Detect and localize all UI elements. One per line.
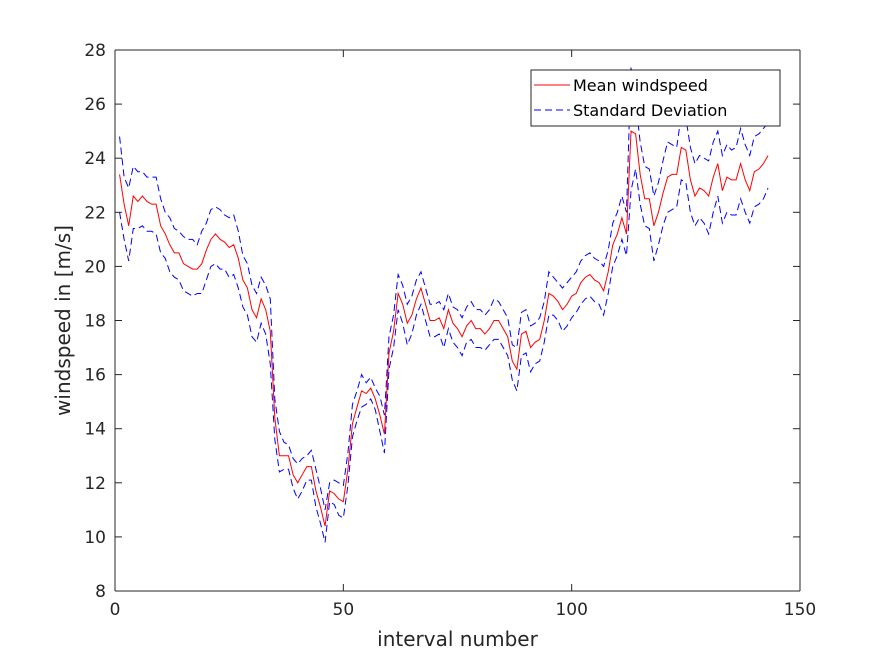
y-tick-label: 24 bbox=[84, 149, 106, 169]
series-line-std-lower bbox=[119, 168, 769, 543]
y-tick-label: 26 bbox=[84, 95, 106, 115]
series-line-std-upper bbox=[119, 66, 769, 510]
series-line-mean bbox=[119, 130, 769, 527]
legend-label-std: Standard Deviation bbox=[573, 101, 727, 120]
y-tick-label: 10 bbox=[84, 528, 106, 548]
x-tick-label: 150 bbox=[784, 600, 816, 620]
plot-area bbox=[115, 50, 800, 591]
x-axis-label: interval number bbox=[377, 627, 538, 651]
y-tick-label: 16 bbox=[84, 366, 106, 386]
x-tick-label: 50 bbox=[333, 600, 355, 620]
legend-label-mean: Mean windspeed bbox=[573, 76, 708, 95]
y-tick-label: 14 bbox=[84, 420, 106, 440]
ticks-layer: 0 50 100 150 8 10 12 14 16 18 20 22 24 26 28 bbox=[84, 41, 816, 620]
y-tick-label: 8 bbox=[95, 582, 106, 602]
y-axis-label: windspeed in [m/s] bbox=[51, 225, 75, 416]
y-tick-label: 20 bbox=[84, 257, 106, 277]
legend: Mean windspeed Standard Deviation bbox=[530, 69, 781, 127]
y-tick-label: 28 bbox=[84, 41, 106, 61]
x-tick-label: 100 bbox=[555, 600, 587, 620]
y-tick-label: 18 bbox=[84, 312, 106, 332]
x-tick-label: 0 bbox=[110, 600, 121, 620]
legend-box bbox=[530, 69, 781, 127]
y-tick-label: 12 bbox=[84, 474, 106, 494]
y-tick-label: 22 bbox=[84, 203, 106, 223]
series-layer bbox=[119, 66, 769, 543]
